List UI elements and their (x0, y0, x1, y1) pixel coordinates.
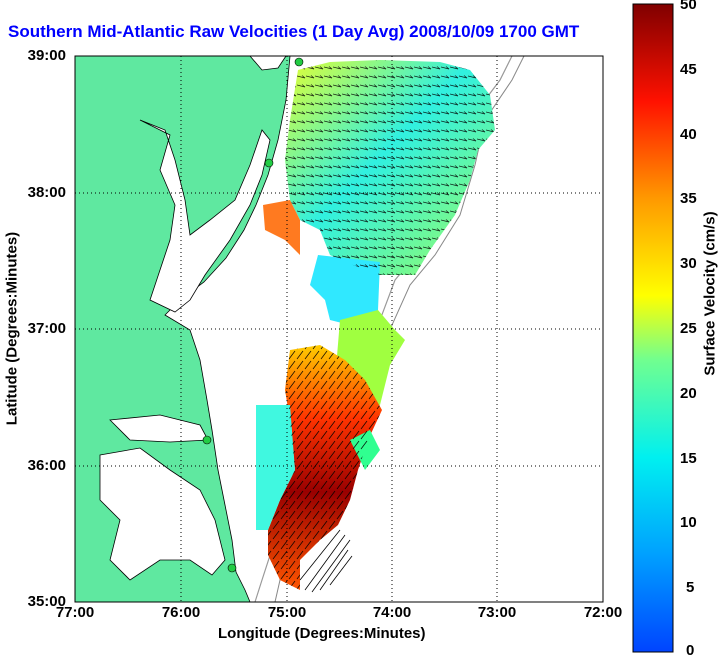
colorbar (632, 3, 674, 653)
x-tick-label: 73:00 (477, 604, 517, 621)
chesapeake-bay (139, 119, 271, 313)
plot-frame (74, 55, 604, 603)
y-tick-label: 38:00 (27, 184, 66, 201)
colorbar-title: Surface Velocity (cm/s) (701, 211, 719, 376)
x-axis-title: Longitude (Degrees:Minutes) (218, 625, 426, 642)
grid-lines (75, 56, 603, 602)
x-tick-label: 77:00 (55, 604, 95, 621)
radar-station-marker (264, 158, 274, 168)
colorbar-tick-label: 35 (680, 190, 697, 207)
y-tick-label: 36:00 (27, 457, 66, 474)
y-tick-label: 37:00 (27, 320, 66, 337)
colorbar-tick-label: 10 (680, 514, 697, 531)
colorbar-tick-label: 25 (680, 320, 697, 337)
velocity-vectors-south (268, 345, 382, 590)
x-tick-label: 72:00 (583, 604, 623, 621)
x-tick-label: 75:00 (267, 604, 307, 621)
radar-station-marker (294, 57, 304, 67)
velocity-field-north-west (263, 200, 300, 255)
colorbar-tick-label: 30 (680, 255, 697, 272)
map-title: Southern Mid-Atlantic Raw Velocities (1 … (8, 22, 580, 41)
y-axis-title: Latitude (Degrees:Minutes) (3, 231, 21, 426)
radar-station-marker (202, 435, 212, 445)
colorbar-tick-label: 50 (680, 0, 697, 13)
colorbar-tick-label: 45 (680, 61, 697, 78)
velocity-field-south-west (256, 405, 295, 530)
velocity-field-center (310, 255, 380, 325)
velocity-vectors-offshore (299, 529, 353, 593)
velocity-vectors-north (285, 60, 495, 275)
colorbar-tick-label: 20 (680, 385, 697, 402)
radar-station-marker (227, 563, 237, 573)
x-tick-label: 74:00 (372, 604, 412, 621)
y-tick-label: 35:00 (27, 593, 66, 610)
pamlico-sound (99, 447, 226, 581)
x-tick-label: 76:00 (161, 604, 201, 621)
colorbar-tick-label: 15 (680, 450, 697, 467)
colorbar-tick-label: 40 (680, 126, 697, 143)
colorbar-tick-label: 5 (686, 579, 695, 596)
y-tick-label: 39:00 (27, 47, 66, 64)
colorbar-tick-label: 0 (686, 642, 695, 659)
